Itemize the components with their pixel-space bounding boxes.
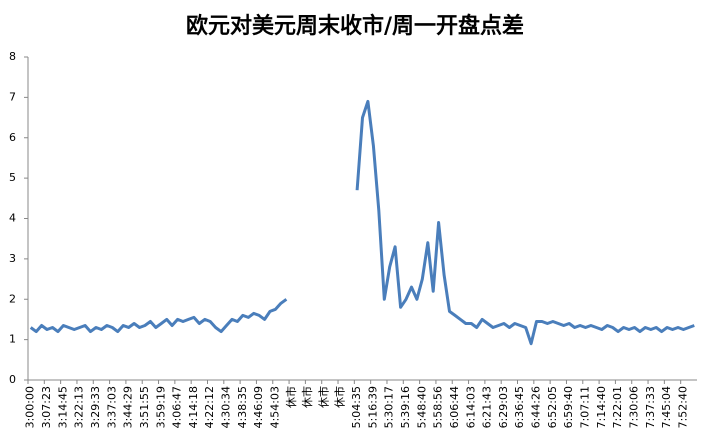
y-tick-label: 5	[9, 171, 16, 184]
x-tick-label: 5:48:40	[415, 386, 428, 428]
x-tick-label: 5:30:17	[383, 386, 396, 428]
y-tick-label: 6	[9, 131, 16, 144]
x-tick-label: 4:14:18	[187, 386, 200, 428]
y-tick-label: 7	[9, 90, 16, 103]
y-tick-label: 3	[9, 252, 16, 265]
x-tick-label: 7:14:40	[595, 386, 608, 428]
x-tick-label: 3:22:13	[73, 386, 86, 428]
x-tick-label: 4:06:47	[171, 386, 184, 428]
x-tick-label: 3:59:19	[154, 386, 167, 428]
x-tick-label: 4:22:12	[203, 386, 216, 428]
x-tick-label: 4:46:09	[252, 386, 265, 428]
x-tick-label: 7:30:06	[627, 386, 640, 428]
x-tick-label: 7:22:01	[611, 386, 624, 428]
x-tick-label: 4:38:35	[236, 386, 249, 428]
x-tick-label: 3:51:55	[138, 386, 151, 428]
x-tick-label: 休市	[316, 386, 330, 408]
x-tick-label: 6:14:03	[464, 386, 477, 428]
x-tick-label: 7:45:04	[660, 386, 673, 428]
x-tick-label: 6:44:26	[530, 386, 543, 428]
data-line	[355, 99, 695, 346]
x-tick-label: 休市	[284, 386, 298, 408]
x-tick-label: 5:16:39	[366, 386, 379, 428]
x-tick-label: 6:21:43	[481, 386, 494, 428]
x-tick-label: 3:07:23	[40, 386, 53, 428]
x-tick-label: 5:39:16	[399, 386, 412, 428]
chart-title: 欧元对美元周末收市/周一开盘点差	[186, 13, 524, 39]
x-tick-label: 5:04:35	[350, 386, 363, 428]
x-tick-label: 休市	[300, 386, 314, 408]
x-tick-label: 3:37:03	[105, 386, 118, 428]
y-tick-label: 0	[9, 373, 16, 386]
x-tick-label: 3:14:45	[56, 386, 69, 428]
x-tick-label: 休市	[333, 386, 347, 408]
x-tick-label: 3:29:33	[89, 386, 102, 428]
x-tick-label: 3:00:00	[24, 386, 37, 428]
x-tick-label: 4:30:34	[220, 386, 233, 428]
y-tick-label: 2	[9, 292, 16, 305]
x-tick-label: 7:37:33	[644, 386, 657, 428]
x-tick-label: 5:58:56	[432, 386, 445, 428]
x-tick-label: 6:36:45	[513, 386, 526, 428]
x-tick-label: 3:44:29	[122, 386, 135, 428]
x-tick-label: 7:52:40	[676, 386, 689, 428]
y-tick-label: 1	[9, 333, 16, 346]
y-tick-label: 4	[9, 212, 16, 225]
y-tick-label: 8	[9, 50, 16, 63]
x-tick-label: 6:29:03	[497, 386, 510, 428]
x-tick-label: 6:52:05	[546, 386, 559, 428]
x-tick-label: 6:59:40	[562, 386, 575, 428]
x-tick-label: 4:54:03	[268, 386, 281, 428]
data-line	[29, 298, 288, 334]
x-tick-label: 6:06:44	[448, 386, 461, 428]
x-tick-label: 7:07:11	[579, 386, 592, 428]
